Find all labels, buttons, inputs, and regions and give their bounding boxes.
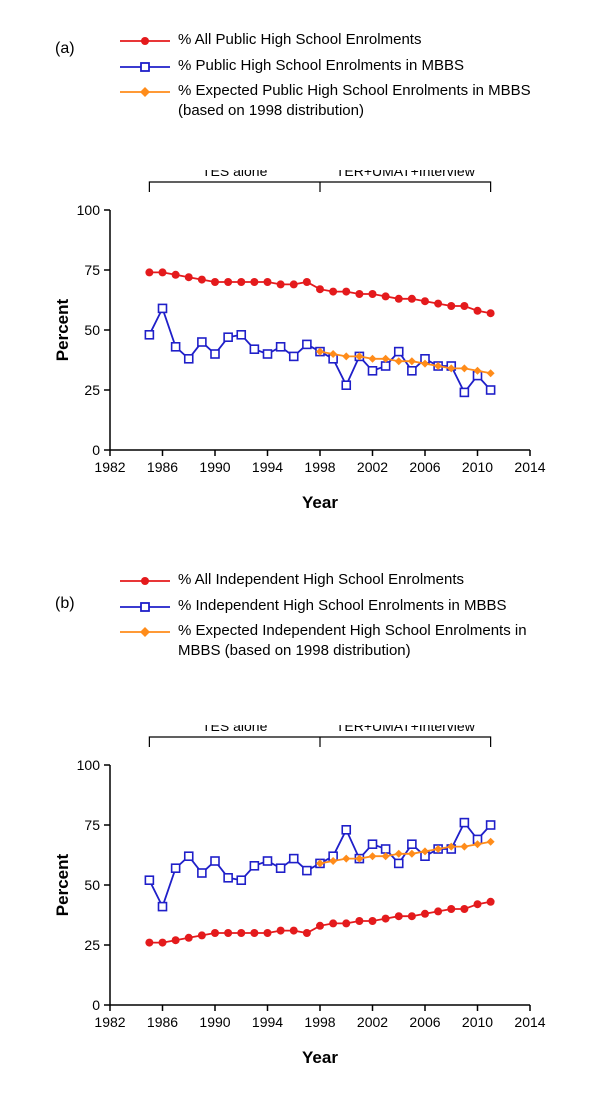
chart-b-svg: TES alone TER+UMAT+Interview 0 25 50 75 100 198… (50, 725, 550, 1075)
svg-text:1998: 1998 (304, 1014, 335, 1030)
svg-text:100: 100 (77, 757, 101, 773)
svg-text:2006: 2006 (409, 459, 440, 475)
panel-a-chart: TES alone TER+UMAT+Interview 0 25 50 75 100 198… (50, 170, 550, 520)
legend-row: % Expected Public High School Enrolments… (120, 81, 538, 120)
figure-container: (a) % All Public High School Enrolments … (0, 0, 600, 1101)
svg-text:2014: 2014 (514, 1014, 545, 1030)
svg-text:1990: 1990 (199, 459, 230, 475)
svg-text:2014: 2014 (514, 459, 545, 475)
legend-row: % Independent High School Enrolments in … (120, 596, 538, 616)
legend-marker-expected-public (120, 84, 170, 100)
svg-text:Year: Year (302, 1048, 338, 1067)
legend-row: % All Independent High School Enrolments (120, 570, 538, 590)
svg-text:2010: 2010 (462, 459, 493, 475)
panel-b-chart: TES alone TER+UMAT+Interview 0 25 50 75 100 198… (50, 725, 550, 1075)
svg-text:1982: 1982 (94, 1014, 125, 1030)
svg-text:100: 100 (77, 202, 101, 218)
legend-marker-expected-independent (120, 624, 170, 640)
svg-text:TES alone: TES alone (202, 725, 268, 734)
panel-a-legend: % All Public High School Enrolments % Pu… (120, 30, 538, 126)
panel-b: (b) % All Independent High School Enrolm… (0, 555, 600, 1095)
legend-text: % Expected Public High School Enrolments… (178, 81, 538, 120)
panel-b-label: (b) (55, 595, 75, 613)
legend-text: % Expected Independent High School Enrol… (178, 621, 538, 660)
legend-row: % Public High School Enrolments in MBBS (120, 56, 538, 76)
svg-text:Percent: Percent (53, 298, 72, 361)
svg-text:1994: 1994 (252, 1014, 283, 1030)
svg-text:1998: 1998 (304, 459, 335, 475)
legend-marker-independent-mbbs (120, 599, 170, 615)
svg-text:TER+UMAT+Interview: TER+UMAT+Interview (336, 725, 476, 734)
legend-text: % Public High School Enrolments in MBBS (178, 56, 464, 76)
svg-text:1986: 1986 (147, 459, 178, 475)
panel-b-legend: % All Independent High School Enrolments… (120, 570, 538, 666)
svg-text:2010: 2010 (462, 1014, 493, 1030)
svg-text:75: 75 (84, 817, 100, 833)
legend-marker-public-mbbs (120, 59, 170, 75)
svg-text:TES alone: TES alone (202, 170, 268, 179)
legend-text: % All Public High School Enrolments (178, 30, 421, 50)
legend-text: % Independent High School Enrolments in … (178, 596, 507, 616)
svg-text:25: 25 (84, 382, 100, 398)
legend-text: % All Independent High School Enrolments (178, 570, 464, 590)
svg-text:2002: 2002 (357, 1014, 388, 1030)
svg-text:1986: 1986 (147, 1014, 178, 1030)
svg-text:1982: 1982 (94, 459, 125, 475)
svg-text:1994: 1994 (252, 459, 283, 475)
panel-a: (a) % All Public High School Enrolments … (0, 0, 600, 540)
svg-text:50: 50 (84, 877, 100, 893)
svg-text:Percent: Percent (53, 853, 72, 916)
legend-marker-all-independent (120, 573, 170, 589)
svg-text:TER+UMAT+Interview: TER+UMAT+Interview (336, 170, 476, 179)
svg-text:Year: Year (302, 493, 338, 512)
svg-text:0: 0 (92, 442, 100, 458)
chart-a-svg: TES alone TER+UMAT+Interview 0 25 50 75 100 198… (50, 170, 550, 520)
svg-text:0: 0 (92, 997, 100, 1013)
svg-text:2006: 2006 (409, 1014, 440, 1030)
svg-text:25: 25 (84, 937, 100, 953)
svg-text:1990: 1990 (199, 1014, 230, 1030)
legend-row: % All Public High School Enrolments (120, 30, 538, 50)
legend-marker-all-public (120, 33, 170, 49)
panel-a-label: (a) (55, 40, 75, 58)
svg-text:50: 50 (84, 322, 100, 338)
legend-row: % Expected Independent High School Enrol… (120, 621, 538, 660)
svg-text:2002: 2002 (357, 459, 388, 475)
svg-text:75: 75 (84, 262, 100, 278)
